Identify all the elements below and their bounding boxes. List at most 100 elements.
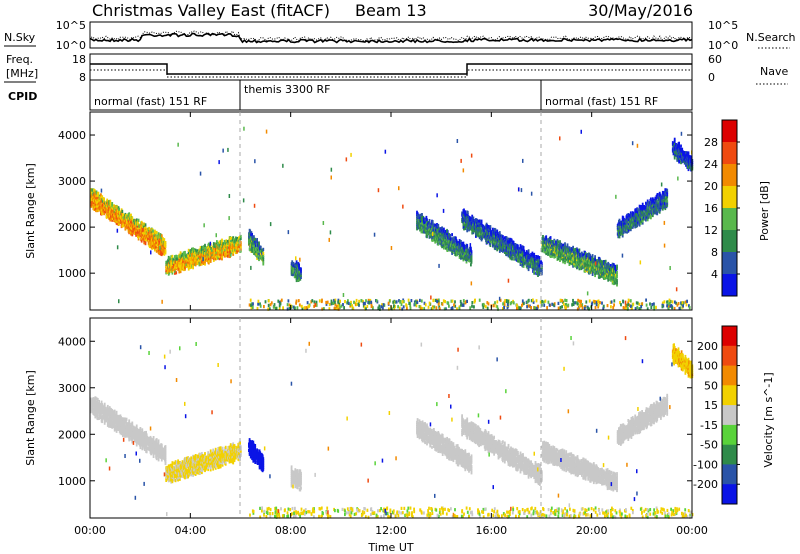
echo-cell	[180, 255, 183, 259]
echo-cell	[477, 234, 480, 238]
echo-cell	[164, 241, 167, 245]
echo-cell	[402, 305, 405, 309]
echo-cell	[256, 256, 258, 260]
nsky-tick-max: 10^5	[56, 19, 86, 32]
echo-cell	[438, 227, 440, 231]
echo-cell	[656, 193, 659, 197]
echo-cell	[254, 239, 257, 244]
echo-cell	[478, 225, 481, 229]
echo-cell	[122, 222, 125, 226]
echo-cell	[133, 231, 136, 235]
echo-cell	[497, 231, 499, 236]
echo-cell	[549, 238, 552, 242]
echo-cell	[514, 243, 517, 247]
echo-cell	[278, 307, 281, 311]
echo-cell	[530, 306, 532, 310]
echo-cell	[571, 251, 574, 255]
echo-cell	[449, 248, 452, 252]
echo-cell	[296, 267, 299, 271]
echo-cell	[294, 262, 297, 266]
echo-cell	[298, 278, 300, 282]
echo-cell	[641, 202, 644, 206]
echo-cell	[198, 248, 201, 252]
echo-cell	[616, 275, 618, 279]
echo-cell	[533, 269, 536, 273]
echo-cell	[300, 273, 302, 277]
echo-cell	[437, 223, 440, 228]
echo-cell	[583, 265, 586, 269]
echo-cell	[591, 254, 594, 258]
echo-cell	[204, 245, 206, 249]
echo-cell	[98, 202, 101, 207]
echo-cell	[137, 224, 139, 228]
echo-cell	[135, 218, 138, 222]
echo-cell	[199, 246, 202, 250]
echo-cell	[292, 261, 295, 266]
nsearch-tick-max: 10^5	[708, 19, 738, 32]
echo-cell	[195, 256, 198, 260]
echo-cell	[137, 218, 140, 222]
echo-cell	[228, 252, 231, 257]
echo-cell	[640, 221, 642, 225]
echo-cell	[254, 246, 257, 250]
echo-cell	[91, 203, 94, 207]
echo-cell	[143, 224, 146, 228]
echo-cell	[126, 215, 129, 219]
echo-cell	[677, 154, 680, 158]
echo-cell	[458, 239, 461, 243]
echo-cell	[261, 250, 264, 254]
echo-cell	[174, 255, 176, 259]
echo-cell	[673, 154, 676, 158]
echo-cell	[239, 237, 242, 241]
echo-cell	[608, 263, 610, 267]
echo-cell	[506, 243, 509, 247]
echo-cell	[223, 239, 226, 244]
echo-cell	[225, 241, 228, 245]
echo-cell	[535, 299, 538, 303]
echo-cell	[510, 240, 513, 244]
echo-cell	[92, 196, 95, 200]
echo-cell	[529, 256, 531, 260]
echo-cell	[537, 255, 539, 259]
echo-cell	[673, 156, 676, 160]
echo-cell	[116, 205, 119, 209]
echo-cell	[502, 235, 504, 239]
echo-cell	[587, 269, 590, 273]
echo-cell	[656, 212, 659, 216]
echo-cell	[258, 249, 260, 253]
echo-cell	[559, 240, 561, 244]
echo-cell	[262, 256, 265, 260]
echo-cell	[493, 235, 495, 239]
echo-cell	[634, 307, 637, 311]
echo-cell	[550, 251, 553, 256]
echo-cell	[638, 204, 641, 208]
echo-cell	[191, 260, 193, 264]
echo-cell	[252, 245, 255, 249]
echo-cell	[120, 218, 122, 222]
echo-cell	[441, 245, 443, 249]
echo-cell	[594, 267, 596, 271]
echo-cell	[133, 225, 136, 229]
echo-cell	[218, 240, 221, 244]
echo-cell	[446, 232, 449, 236]
echo-cell	[542, 235, 544, 239]
echo-cell	[372, 306, 374, 310]
echo-cell	[111, 218, 114, 222]
echo-cell	[160, 234, 163, 238]
echo-cell	[460, 240, 462, 244]
echo-cell	[566, 260, 569, 264]
echo-cell	[165, 264, 168, 268]
echo-cell	[426, 235, 428, 239]
echo-cell	[254, 252, 257, 256]
echo-cell	[540, 261, 543, 265]
echo-cell	[597, 305, 600, 309]
echo-cell	[229, 236, 232, 241]
echo-cell	[635, 211, 638, 216]
echo-cell	[641, 221, 644, 225]
echo-cell	[462, 241, 465, 245]
echo-cell	[557, 240, 559, 244]
echo-cell	[196, 253, 199, 257]
echo-cell	[168, 269, 171, 273]
echo-cell	[162, 237, 164, 241]
echo-cell	[538, 272, 541, 276]
